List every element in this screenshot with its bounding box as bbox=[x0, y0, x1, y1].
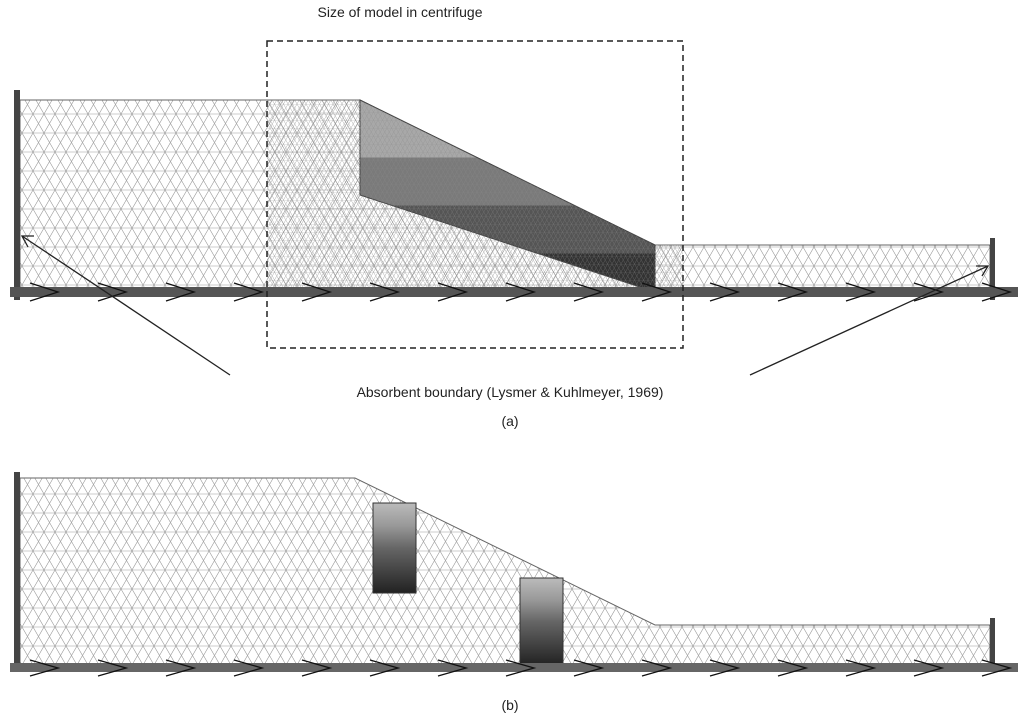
slope-layers-mesh bbox=[360, 100, 655, 292]
column-2 bbox=[519, 577, 564, 666]
base-chevron bbox=[437, 282, 469, 302]
base-arrows-b bbox=[29, 659, 1013, 677]
left-boundary-a bbox=[14, 90, 20, 300]
base-arrows-a bbox=[29, 282, 1013, 302]
base-chevron bbox=[913, 282, 945, 302]
base-chevron bbox=[573, 282, 605, 302]
base-chevron bbox=[641, 659, 673, 677]
base-chevron bbox=[709, 659, 741, 677]
base-chevron bbox=[437, 659, 469, 677]
column-1 bbox=[372, 502, 417, 594]
mesh-b bbox=[19, 477, 991, 666]
base-a bbox=[10, 287, 1018, 297]
base-chevron bbox=[845, 282, 877, 302]
base-chevron bbox=[29, 282, 61, 302]
base-chevron bbox=[301, 659, 333, 677]
boundary-label: Absorbent boundary (Lysmer & Kuhlmeyer, … bbox=[357, 384, 664, 400]
base-chevron bbox=[165, 282, 197, 302]
arrow-right bbox=[749, 265, 989, 376]
base-chevron bbox=[641, 282, 673, 302]
caption-b: (b) bbox=[501, 697, 518, 713]
left-boundary-b bbox=[14, 472, 20, 672]
base-b bbox=[10, 663, 1018, 672]
base-chevron bbox=[981, 282, 1013, 302]
base-chevron bbox=[233, 659, 265, 677]
arrowhead-right bbox=[976, 265, 990, 277]
base-chevron bbox=[233, 282, 265, 302]
base-chevron bbox=[97, 282, 129, 302]
model-box bbox=[266, 40, 684, 349]
base-chevron bbox=[29, 659, 61, 677]
base-chevron bbox=[301, 282, 333, 302]
centrifuge-label: Size of model in centrifuge bbox=[318, 4, 483, 20]
base-chevron bbox=[369, 659, 401, 677]
arrowhead-left bbox=[20, 235, 34, 248]
right-boundary-a bbox=[990, 238, 995, 300]
base-chevron bbox=[505, 659, 537, 677]
base-chevron bbox=[165, 659, 197, 677]
base-chevron bbox=[505, 282, 537, 302]
base-chevron bbox=[709, 282, 741, 302]
base-chevron bbox=[369, 282, 401, 302]
base-chevron bbox=[913, 659, 945, 677]
base-chevron bbox=[97, 659, 129, 677]
base-chevron bbox=[573, 659, 605, 677]
base-chevron bbox=[845, 659, 877, 677]
arrow-left bbox=[21, 235, 231, 376]
caption-a: (a) bbox=[501, 413, 518, 429]
right-boundary-b bbox=[990, 618, 995, 670]
base-chevron bbox=[777, 282, 809, 302]
base-chevron bbox=[777, 659, 809, 677]
base-chevron bbox=[981, 659, 1013, 677]
